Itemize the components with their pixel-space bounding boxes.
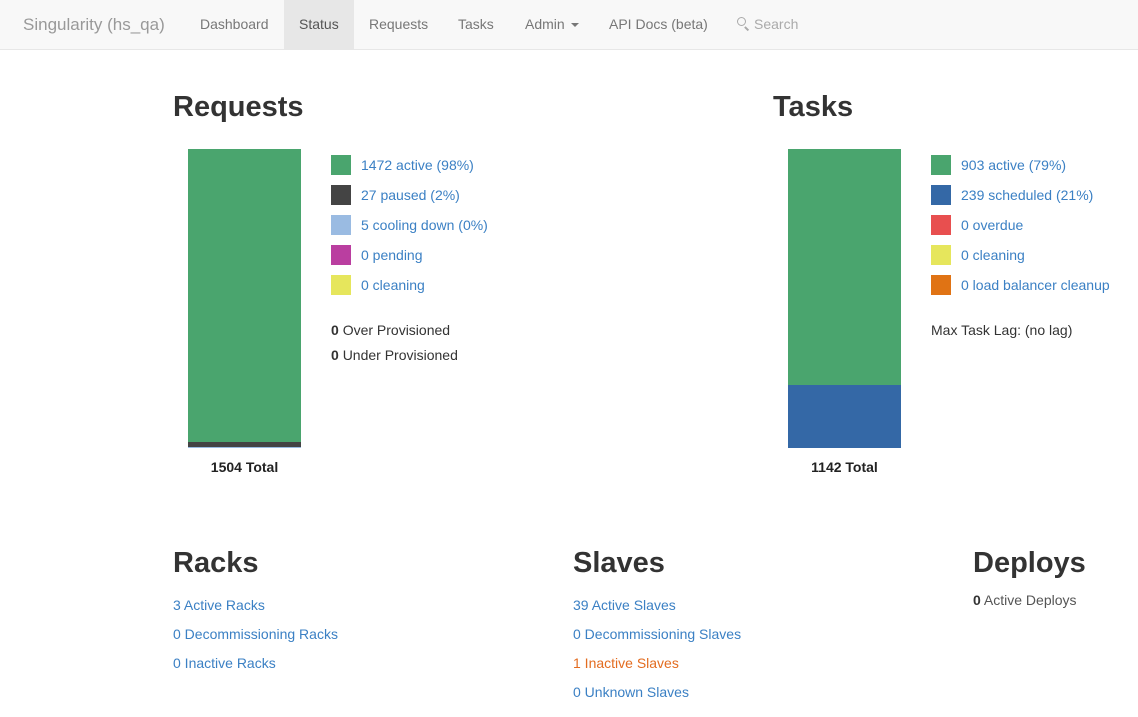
active-slaves-link[interactable]: 39 Active Slaves (573, 597, 676, 613)
tasks-legend-swatch (931, 275, 951, 295)
inactive-racks-link[interactable]: 0 Inactive Racks (173, 655, 276, 671)
search-label: Search (754, 16, 799, 32)
nav-tasks[interactable]: Tasks (458, 16, 494, 32)
tasks-legend-swatch (931, 185, 951, 205)
requests-stacked-bar[interactable] (188, 149, 301, 448)
tasks-bar-segment-0 (788, 149, 901, 386)
requests-legend-link[interactable]: 0 pending (361, 247, 423, 263)
slaves-links: 39 Active Slaves 0 Decommissioning Slave… (573, 597, 741, 713)
search-link[interactable]: Search (737, 0, 798, 49)
requests-legend-item: 1472 active (98%) (331, 155, 488, 185)
slaves-heading: Slaves (573, 547, 665, 579)
tasks-heading: Tasks (773, 91, 854, 123)
decommissioning-slaves-link[interactable]: 0 Decommissioning Slaves (573, 626, 742, 642)
nav-admin-dropdown[interactable]: Admin (510, 0, 594, 49)
requests-total: 1504 Total (210, 459, 279, 475)
requests-legend-item: 0 cleaning (331, 275, 488, 305)
requests-legend-swatch (331, 185, 351, 205)
tasks-legend-item: 0 cleaning (931, 245, 1110, 275)
tasks-legend-link[interactable]: 903 active (79%) (961, 157, 1067, 173)
decommissioning-racks-link[interactable]: 0 Decommissioning Racks (173, 626, 338, 642)
tasks-legend-item: 0 load balancer cleanup (931, 275, 1110, 305)
requests-legend-link[interactable]: 1472 active (98%) (361, 157, 474, 173)
requests-legend-item: 27 paused (2%) (331, 185, 488, 215)
nav-requests[interactable]: Requests (369, 16, 429, 32)
requests-legend-swatch (331, 275, 351, 295)
nav-api-docs[interactable]: API Docs (beta) (609, 16, 708, 32)
inactive-slaves-link[interactable]: 1 Inactive Slaves (573, 655, 679, 671)
requests-legend-link[interactable]: 5 cooling down (0%) (361, 217, 488, 233)
requests-legend-link[interactable]: 27 paused (2%) (361, 187, 460, 203)
tasks-legend-link[interactable]: 0 overdue (961, 217, 1024, 233)
deploys-heading: Deploys (973, 547, 1086, 579)
nav-status[interactable]: Status (284, 0, 354, 49)
requests-heading: Requests (173, 91, 304, 123)
active-racks-link[interactable]: 3 Active Racks (173, 597, 265, 613)
tasks-legend-link[interactable]: 239 scheduled (21%) (961, 187, 1094, 203)
racks-links: 3 Active Racks 0 Decommissioning Racks 0… (173, 597, 338, 684)
requests-legend-item: 5 cooling down (0%) (331, 215, 488, 245)
requests-legend-swatch (331, 155, 351, 175)
requests-legend-item: 0 pending (331, 245, 488, 275)
tasks-bar-segment-1 (788, 385, 901, 448)
tasks-legend-item: 0 overdue (931, 215, 1110, 245)
tasks-total: 1142 Total (811, 459, 878, 475)
nav-dashboard[interactable]: Dashboard (200, 16, 269, 32)
requests-bar-segment-0 (188, 149, 301, 442)
tasks-legend-link[interactable]: 0 cleaning (961, 247, 1025, 263)
tasks-legend-swatch (931, 245, 951, 265)
tasks-legend-swatch (931, 215, 951, 235)
requests-bar-segment-1 (188, 441, 301, 447)
active-deploys: 0 Active Deploys (973, 592, 1077, 608)
over-provisioned: 0 Over Provisioned (331, 322, 451, 338)
tasks-legend-swatch (931, 155, 951, 175)
requests-bar-segment-2 (188, 446, 301, 448)
under-provisioned: 0 Under Provisioned (331, 347, 458, 363)
search-icon (737, 17, 750, 31)
requests-legend: 1472 active (98%) 27 paused (2%) 5 cooling… (331, 155, 488, 305)
unknown-slaves-link[interactable]: 0 Unknown Slaves (573, 684, 689, 700)
max-task-lag: Max Task Lag: (no lag) (931, 322, 1073, 338)
nav-admin-label: Admin (525, 16, 565, 32)
requests-legend-swatch (331, 245, 351, 265)
top-navbar: Singularity (hs_qa) Dashboard Status Req… (0, 0, 1138, 50)
tasks-legend-item: 903 active (79%) (931, 155, 1110, 185)
caret-down-icon (570, 23, 579, 28)
racks-heading: Racks (173, 547, 259, 579)
brand-link[interactable]: Singularity (hs_qa) (23, 15, 165, 34)
tasks-stacked-bar[interactable] (788, 149, 901, 448)
tasks-legend: 903 active (79%) 239 scheduled (21%) 0 ove… (931, 155, 1110, 305)
requests-legend-swatch (331, 215, 351, 235)
tasks-legend-item: 239 scheduled (21%) (931, 185, 1110, 215)
tasks-legend-link[interactable]: 0 load balancer cleanup (961, 277, 1110, 293)
requests-legend-link[interactable]: 0 cleaning (361, 277, 425, 293)
